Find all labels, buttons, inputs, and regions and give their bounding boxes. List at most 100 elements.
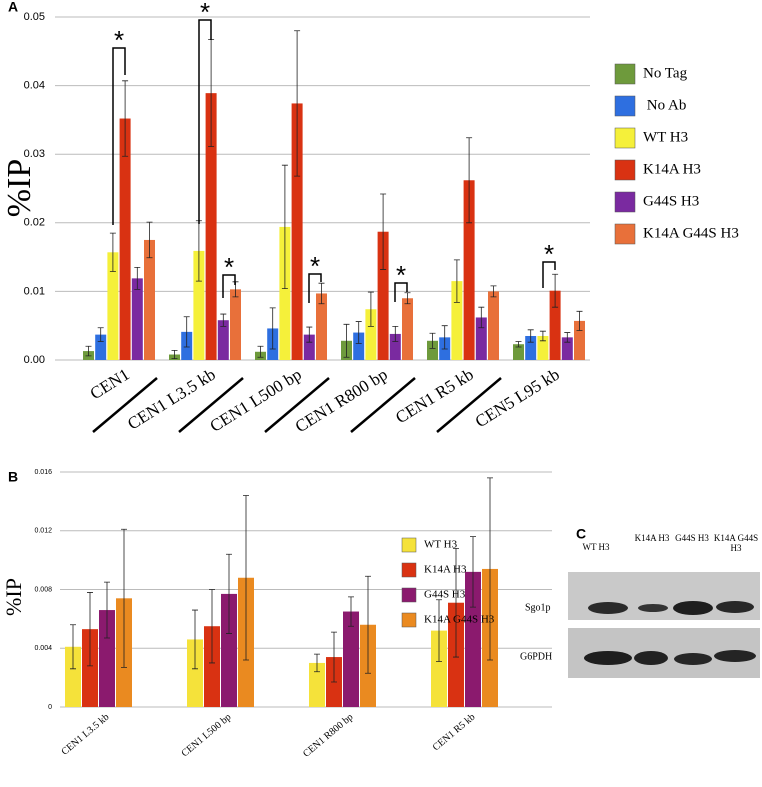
bar: [561, 337, 573, 360]
bar: [427, 340, 438, 360]
bar: [291, 103, 303, 360]
panel-label: C: [576, 526, 586, 542]
bar: [451, 281, 463, 360]
legend-label: K14A G44S H3: [424, 614, 495, 626]
bar: [475, 317, 487, 360]
y-tick-label: 0.02: [24, 217, 45, 229]
legend-label: G44S H3: [643, 193, 699, 209]
lane-label-box: K14A G44S H3: [714, 533, 758, 553]
error-bar: [85, 345, 92, 357]
y-tick-label: 0.01: [24, 285, 45, 297]
error-bar: [281, 164, 288, 290]
lane-label: WT H3: [582, 542, 610, 552]
bar: [309, 662, 325, 707]
y-tick-label: 0.00: [24, 354, 45, 366]
significance-bracket: [394, 282, 408, 302]
legend-label: No Tag: [643, 65, 688, 81]
x-tick-label: CEN1 L500 bp: [180, 712, 234, 760]
bar: [377, 231, 389, 360]
bar: [99, 610, 115, 707]
bar: [463, 180, 475, 360]
bar: [465, 571, 481, 707]
error-bar: [515, 341, 522, 348]
band: [673, 601, 713, 615]
significance-star: *: [224, 252, 234, 282]
bar: [303, 334, 315, 360]
legend-swatch: [401, 612, 417, 628]
bar: [513, 344, 524, 360]
legend-swatch: [401, 587, 417, 603]
separator: [92, 377, 158, 433]
significance-bracket: [198, 19, 212, 224]
row-label: G6PDH: [520, 651, 552, 662]
error-bar: [314, 653, 320, 673]
bar: [389, 333, 401, 360]
x-tick-label: CEN1: [87, 365, 133, 404]
error-bar: [441, 325, 448, 350]
bar: [537, 335, 549, 360]
error-bar: [348, 596, 354, 627]
bar: [316, 293, 327, 360]
error-bar: [539, 330, 546, 342]
error-bar: [392, 325, 399, 342]
bar: [402, 298, 413, 360]
error-bar: [243, 495, 249, 661]
panel-label: B: [8, 469, 18, 485]
bar: [365, 309, 377, 360]
error-bar: [453, 547, 459, 658]
legend-swatch: [614, 63, 636, 85]
legend-label: K14A H3: [643, 161, 701, 177]
y-tick-label: 0.016: [34, 469, 52, 476]
bar: [279, 226, 291, 360]
y-tick-label: 0.05: [24, 11, 45, 23]
band: [638, 604, 668, 612]
x-tick-label: CEN1 R800 bp: [292, 365, 391, 437]
error-bar: [527, 329, 534, 343]
error-bar: [331, 631, 337, 683]
significance-bracket: [308, 273, 322, 303]
bar: [574, 320, 585, 360]
lane-label: K14A H3: [634, 533, 670, 543]
bar: [187, 639, 203, 707]
error-bar: [487, 477, 493, 661]
error-bar: [490, 285, 497, 298]
legend-swatch: [401, 537, 417, 553]
band: [714, 650, 756, 662]
bar: [95, 334, 107, 360]
lane-label-box: K14A H3: [634, 533, 670, 543]
bar: [221, 593, 237, 707]
legend-swatch: [614, 223, 636, 245]
y-tick-label: 0.04: [24, 80, 45, 92]
error-bar: [306, 326, 313, 343]
bar: [144, 239, 155, 360]
legend-swatch: [614, 95, 636, 117]
y-axis-label: %IP: [1, 578, 26, 616]
bar: [488, 291, 499, 360]
y-tick-label: 0: [48, 704, 52, 711]
legend-label: K14A G44S H3: [643, 225, 739, 241]
error-bar: [552, 273, 559, 308]
error-bar: [436, 599, 442, 662]
significance-star: *: [200, 0, 210, 27]
error-bar: [171, 349, 178, 360]
error-bar: [576, 310, 583, 331]
error-bar: [404, 292, 411, 305]
bar: [65, 646, 81, 707]
error-bar: [183, 316, 190, 348]
error-bar: [355, 321, 362, 344]
band: [674, 653, 712, 665]
legend-label: WT H3: [424, 539, 458, 551]
legend-swatch: [614, 191, 636, 213]
lane-label-box: G44S H3: [675, 533, 709, 543]
bar: [353, 332, 365, 360]
legend-label: WT H3: [643, 129, 688, 145]
x-tick-label: CEN1 L3.5 kb: [59, 712, 111, 758]
significance-bracket: [112, 47, 126, 225]
bar: [193, 250, 205, 360]
error-bar: [367, 291, 374, 327]
error-bar: [257, 345, 264, 358]
error-bar: [343, 323, 350, 358]
error-bar: [192, 609, 198, 670]
error-bar: [109, 232, 116, 272]
